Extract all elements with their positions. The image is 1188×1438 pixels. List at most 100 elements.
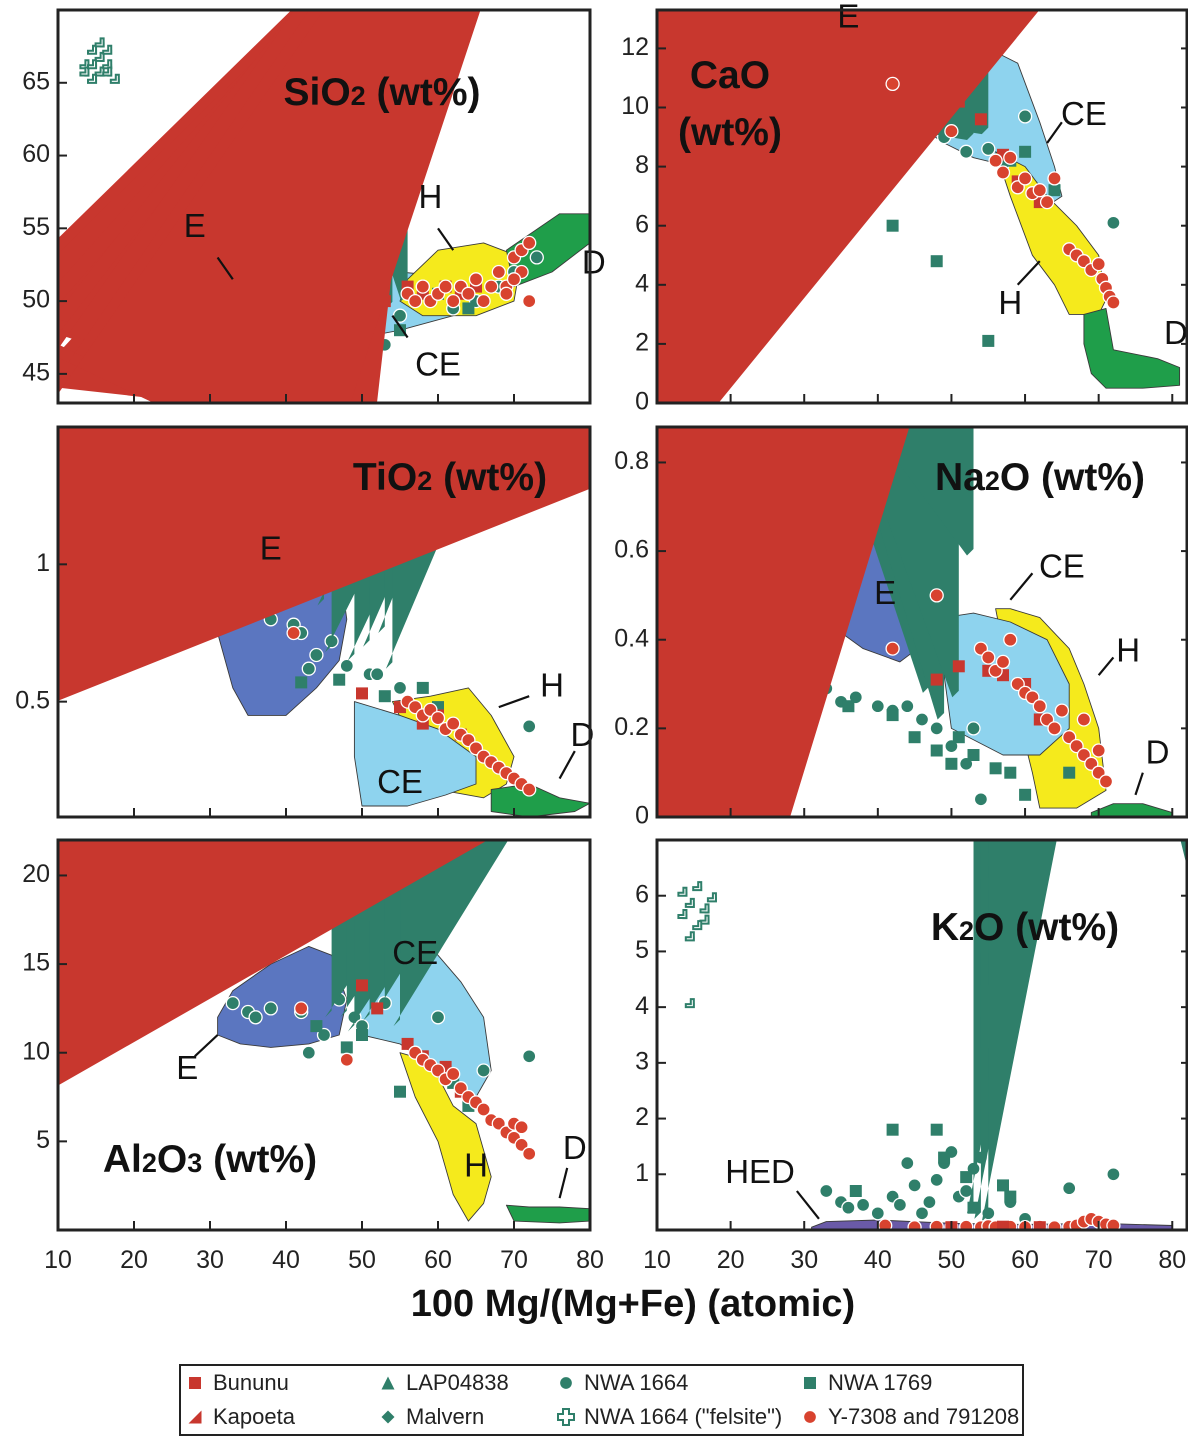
legend: Bununu LAP04838 NWA 1664 NWA 1769 Kapoeta Mal… [179,1364,1024,1436]
data-point [989,762,1002,775]
data-point [1032,183,1047,198]
panel-title: Al2O3 (wt%) [103,1138,317,1181]
y-tick-label: 65 [22,67,50,95]
region-label: CE [1061,95,1107,132]
y-tick-label: 0.5 [15,686,50,714]
data-point [1062,1181,1077,1196]
region-label: H [998,284,1022,321]
y-tick-label: 0.8 [614,447,649,475]
series-nwa-1769 [842,700,1076,801]
data-point [522,719,537,734]
data-point [677,886,688,897]
x-tick-label: 30 [790,1246,818,1274]
data-point [225,995,240,1011]
data-point [392,680,408,696]
panel-frame [56,838,592,1232]
data-point [922,1194,937,1210]
data-point [900,699,915,714]
y-tick-label: 6 [635,880,649,908]
plot-area [657,10,1181,403]
data-point [1019,145,1032,158]
y-tick-label: 8 [635,151,649,179]
y-tick-label: 60 [22,140,50,168]
legend-marker [802,1409,818,1425]
data-point [1106,1167,1121,1182]
data-point [476,1063,491,1078]
panel-SiO2: E H D CE 45 50 55 60 65 SiO2 (wt%) [22,8,606,405]
data-point [461,286,476,301]
region-label: CE [377,763,423,800]
data-point [333,673,346,686]
data-point [929,1219,944,1230]
data-point [514,1120,529,1135]
x-tick-label: 10 [643,1246,671,1274]
x-tick-label: 80 [576,1246,604,1274]
leader-line [558,1167,569,1199]
legend-marker [381,1410,395,1424]
data-point [1098,774,1114,789]
data-point [1003,632,1018,647]
region-label: D [1146,734,1170,771]
data-point [491,264,506,280]
series-kapoeta [58,427,590,701]
data-point [1047,1220,1062,1230]
data-point [446,293,461,309]
data-point [446,1066,461,1082]
panel-Na2O: E CE H D 0 0.2 0.4 0.6 0.8 Na2O (wt%) [614,425,1188,830]
y-tick-label: 2 [635,1103,649,1131]
data-point [870,1206,885,1221]
y-tick-label: 4 [635,269,649,297]
data-point [1004,1190,1017,1203]
data-point [484,279,499,294]
data-point [885,76,900,92]
data-point [522,293,537,309]
series-y-7308-and-791208 [400,235,537,309]
data-point [988,153,1003,168]
data-point [1047,171,1062,186]
data-point [657,427,910,817]
data-point [684,931,695,942]
series-kapoeta [58,10,481,403]
data-point [995,165,1011,180]
legend-label: NWA 1664 ("felsite") [584,1404,782,1429]
leader-line [1016,260,1041,286]
plot-area [58,10,590,403]
y-tick-label: 0 [635,388,649,416]
region-label: D [582,243,606,280]
y-tick-label: 55 [22,213,50,241]
y-tick-label: 6 [635,210,649,238]
data-point [1047,721,1062,736]
data-point [301,1045,316,1060]
data-point [960,1171,973,1184]
data-point [677,909,688,920]
leader-line [1097,656,1115,676]
region-D [505,1204,590,1224]
region-label: H [464,1147,488,1184]
data-point [1048,184,1061,197]
data-point [339,658,354,674]
data-point [929,721,944,736]
data-point [952,660,965,673]
data-point [94,37,105,48]
data-point [855,1197,871,1213]
data-point [356,1029,368,1041]
data-point [462,302,475,315]
y-tick-label: 4 [635,992,649,1020]
series-kapoeta [657,10,1040,403]
region-D [1083,307,1181,389]
y-tick-label: 0.4 [614,624,649,652]
data-point [930,744,943,757]
panel-K2O: HED 1 2 3 4 5 6 K2O (wt%) [635,838,1188,1232]
panel-title: SiO2 (wt%) [283,71,480,114]
data-point [706,892,717,903]
y-tick-label: 0 [635,802,649,830]
y-tick-label: 1 [635,1159,649,1187]
data-point [1063,766,1076,779]
y-tick-label: 20 [22,860,50,888]
series-nwa-1664-felsite- [677,881,717,1009]
data-point [356,687,368,700]
legend-marker [188,1410,202,1424]
data-point [401,1037,414,1050]
panel-Al2O3: CE E H D 5 10 15 20 Al2O3 (wt%) [22,838,592,1232]
data-point [1017,109,1033,124]
